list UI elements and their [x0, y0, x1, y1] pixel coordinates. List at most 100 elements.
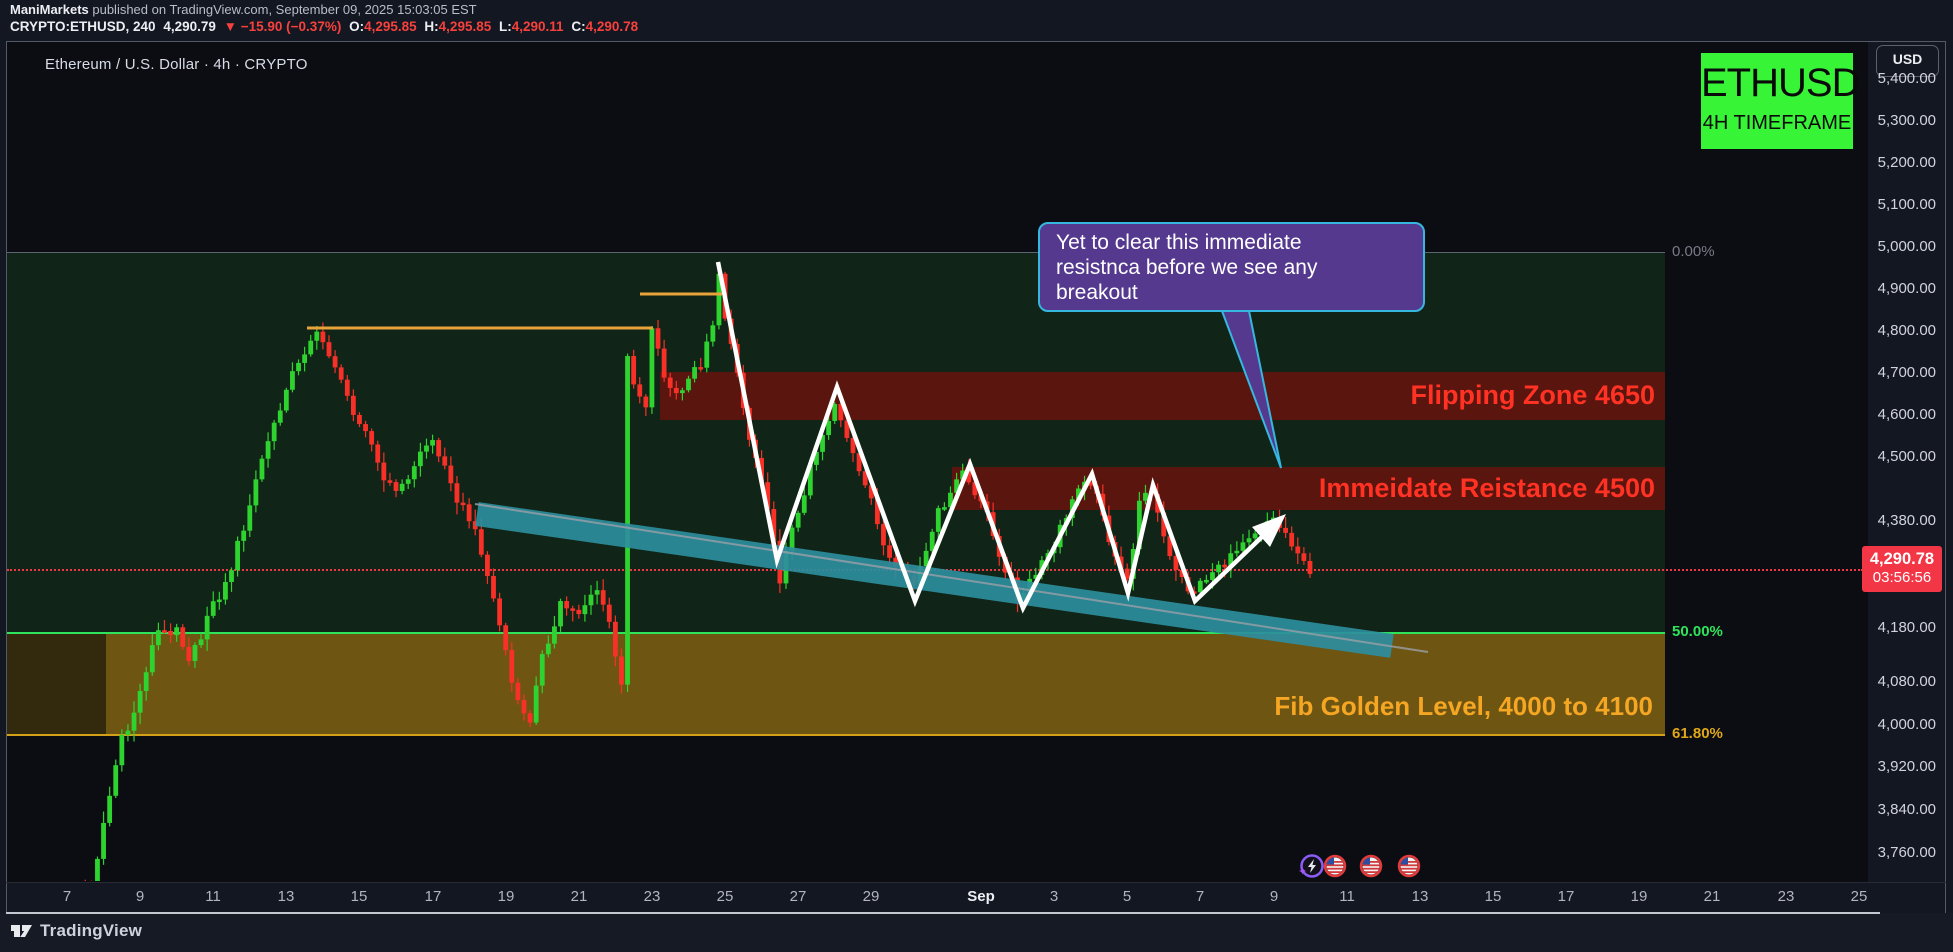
price-tick-label: 3,920.00	[1877, 758, 1936, 776]
fib-percent-label: 50.00%	[1672, 622, 1723, 640]
time-tick-label: 5	[1122, 888, 1132, 905]
fib-percent-label: 61.80%	[1672, 725, 1723, 743]
symbol-ohlc-row: CRYPTO:ETHUSD, 240 4,290.79 ▼ −15.90 (−0…	[10, 19, 642, 34]
immediate-resistance-label[interactable]: Immeidate Reistance 4500	[1318, 473, 1655, 504]
time-tick-label: 19	[497, 888, 515, 905]
fib-618-line[interactable]	[7, 734, 1665, 737]
time-axis[interactable]: 7 9 11 13 15 17 19 21 23 25 27 29 Sep 3 5 7 9 11 13 15 17 19 2…	[6, 883, 1880, 913]
fib-0-line[interactable]	[7, 252, 1665, 254]
watermark-timeframe: 4H TIMEFRAME	[1702, 112, 1852, 134]
time-tick-label: 7	[1195, 888, 1205, 905]
time-tick-label: 17	[424, 888, 442, 905]
chart-symbol-label: Ethereum / U.S. Dollar · 4h · CRYPTO	[45, 56, 308, 73]
price-tick-label: 5,300.00	[1877, 112, 1936, 129]
price-tick-label: 5,000.00	[1877, 238, 1936, 255]
economic-event-icons[interactable]: ✦	[1298, 854, 1421, 879]
price-tick-label: 4,900.00	[1877, 280, 1936, 297]
price-tick-label: 4,180.00	[1877, 619, 1936, 637]
price-tick-label: 4,800.00	[1877, 322, 1936, 339]
callout-note[interactable]: Yet to clear this immediate resistnca be…	[1038, 222, 1425, 312]
price-axis[interactable]: 5,400.00 5,300.00 5,200.00 5,100.00 5,000.00…	[1858, 41, 1938, 882]
price-tick-label: 3,840.00	[1877, 801, 1936, 819]
chart-pane[interactable]: ✦ Ethereum / U.S. Dollar · 4h · CRYPTO F…	[6, 41, 1868, 882]
price-tick-label: 4,500.00	[1877, 448, 1936, 465]
callout-pointer	[1220, 310, 1282, 469]
time-tick-label: 23	[1777, 888, 1795, 905]
zigzag-pattern-drawing[interactable]	[715, 261, 1268, 614]
time-tick-label: 17	[1557, 888, 1575, 905]
fib-50-line[interactable]	[7, 631, 1665, 634]
time-tick-label: 15	[350, 888, 368, 905]
time-axis-border	[6, 912, 1880, 914]
candlestick-series	[84, 266, 1313, 881]
currency-button[interactable]: USD	[1876, 45, 1939, 77]
time-tick-label: 9	[1269, 888, 1279, 905]
fib-percent-label: 0.00%	[1672, 243, 1715, 261]
descending-trendline[interactable]	[475, 502, 1394, 658]
branding-strip: TradingView	[0, 913, 1953, 952]
image-right-border	[1945, 41, 1946, 913]
flipping-zone-label[interactable]: Flipping Zone 4650	[1410, 380, 1655, 411]
time-tick-label: 21	[1703, 888, 1721, 905]
publish-info-row: ManiMarkets published on TradingView.com…	[10, 2, 477, 17]
time-tick-label: 13	[277, 888, 295, 905]
symbol-watermark[interactable]: ETHUSD 4H TIMEFRAME	[1701, 53, 1860, 149]
price-tick-label: 4,000.00	[1877, 715, 1936, 733]
time-tick-label: 29	[862, 888, 880, 905]
callout-line-1: Yet to clear this immediate	[1056, 231, 1302, 254]
golden-zone-left-fill	[7, 631, 106, 735]
time-tick-label: 27	[789, 888, 807, 905]
close-label: C:	[571, 19, 586, 34]
us-flag-event-icon[interactable]	[1400, 857, 1418, 875]
price-tick-label: 4,600.00	[1877, 406, 1936, 423]
chart-drawing-overlay: ✦	[84, 261, 1429, 881]
open-label: O:	[349, 19, 365, 34]
pane-top-border	[6, 41, 1946, 42]
publish-info: published on TradingView.com, September …	[88, 2, 477, 17]
watermark-symbol: ETHUSD	[1701, 61, 1860, 105]
svg-text:✦: ✦	[1298, 866, 1307, 878]
pane-left-border	[6, 41, 7, 913]
time-tick-label: 23	[643, 888, 661, 905]
price-tick-label: 4,700.00	[1877, 364, 1936, 381]
time-tick-label: 15	[1484, 888, 1502, 905]
time-tick-label: 11	[205, 888, 221, 905]
callout-line-3: breakout	[1056, 281, 1138, 304]
time-tick-label: 11	[1339, 888, 1355, 905]
bar-countdown: 03:56:56	[1872, 568, 1932, 586]
tradingview-logo-text: TradingView	[40, 921, 143, 940]
last-price: 4,290.79	[163, 19, 216, 34]
pane-bottom-border	[6, 882, 1946, 883]
low-label: L:	[499, 19, 512, 34]
price-tick-label: 4,080.00	[1877, 672, 1936, 690]
time-tick-label: Sep	[967, 888, 995, 905]
author-name: ManiMarkets	[10, 2, 89, 17]
price-tick-label: 5,100.00	[1877, 196, 1936, 213]
symbol-interval: CRYPTO:ETHUSD, 240	[10, 19, 156, 34]
us-flag-event-icon[interactable]	[1326, 857, 1344, 875]
time-tick-label: 9	[135, 888, 145, 905]
golden-level-label[interactable]: Fib Golden Level, 4000 to 4100	[1274, 691, 1653, 722]
time-tick-label: 7	[62, 888, 72, 905]
high-value: 4,295.85	[438, 19, 492, 34]
current-price-value: 4,290.78	[1869, 549, 1935, 568]
time-tick-label: 21	[570, 888, 588, 905]
close-value: 4,290.78	[585, 19, 639, 34]
tradingview-link[interactable]: TradingView	[10, 921, 142, 941]
high-label: H:	[424, 19, 439, 34]
price-change: ▼ −15.90 (−0.37%)	[223, 19, 342, 34]
price-tick-label: 5,200.00	[1877, 154, 1936, 171]
time-tick-label: 25	[1850, 888, 1868, 905]
time-tick-label: 3	[1049, 888, 1059, 905]
price-tick-label: 4,380.00	[1877, 512, 1936, 530]
low-value: 4,290.11	[511, 19, 564, 34]
price-tick-label: 3,760.00	[1877, 843, 1936, 861]
tradingview-logo-icon	[11, 925, 32, 937]
time-tick-label: 25	[716, 888, 734, 905]
us-flag-event-icon[interactable]	[1362, 857, 1380, 875]
current-price-tag: 4,290.78 03:56:56	[1862, 545, 1942, 592]
time-tick-label: 13	[1411, 888, 1429, 905]
price-tick-label: 5,400.00	[1877, 70, 1936, 87]
time-tick-label: 19	[1630, 888, 1648, 905]
